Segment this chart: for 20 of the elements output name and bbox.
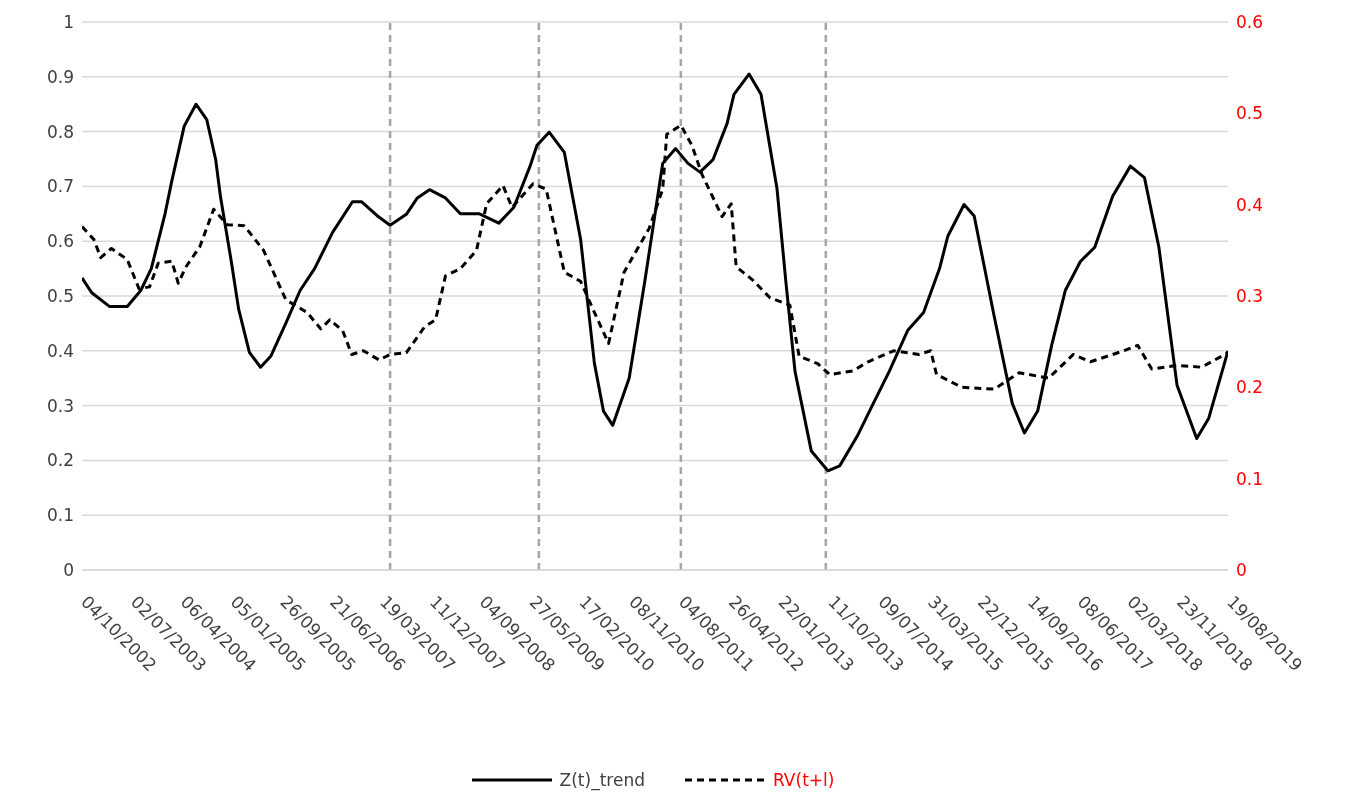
legend-label: RV(t+l) (772, 770, 835, 790)
y-tick-label: 0.9 (46, 66, 74, 87)
y-tick-label: 0.2 (46, 450, 74, 471)
y2-tick-label: 0.1 (1236, 468, 1264, 489)
y-tick-label: 0.1 (46, 505, 74, 526)
y-tick-label: 0.4 (46, 340, 74, 361)
y2-tick-label: 0.5 (1236, 103, 1264, 124)
y2-tick-label: 0.2 (1236, 377, 1264, 398)
y-tick-label: 0.6 (46, 231, 74, 252)
y2-tick-label: 0.3 (1236, 286, 1264, 307)
y-tick-label: 0.5 (46, 286, 74, 307)
legend-label: Z(t)_trend (559, 770, 645, 790)
y-tick-label: 1 (63, 12, 74, 33)
y2-tick-label: 0.4 (1236, 194, 1264, 215)
y-tick-label: 0.7 (46, 176, 74, 197)
y-tick-label: 0.3 (46, 395, 74, 416)
y2-tick-label: 0.6 (1236, 12, 1264, 33)
y2-tick-label: 0 (1236, 560, 1247, 581)
y-tick-label: 0.8 (46, 121, 74, 142)
y-tick-label: 0 (63, 560, 74, 581)
